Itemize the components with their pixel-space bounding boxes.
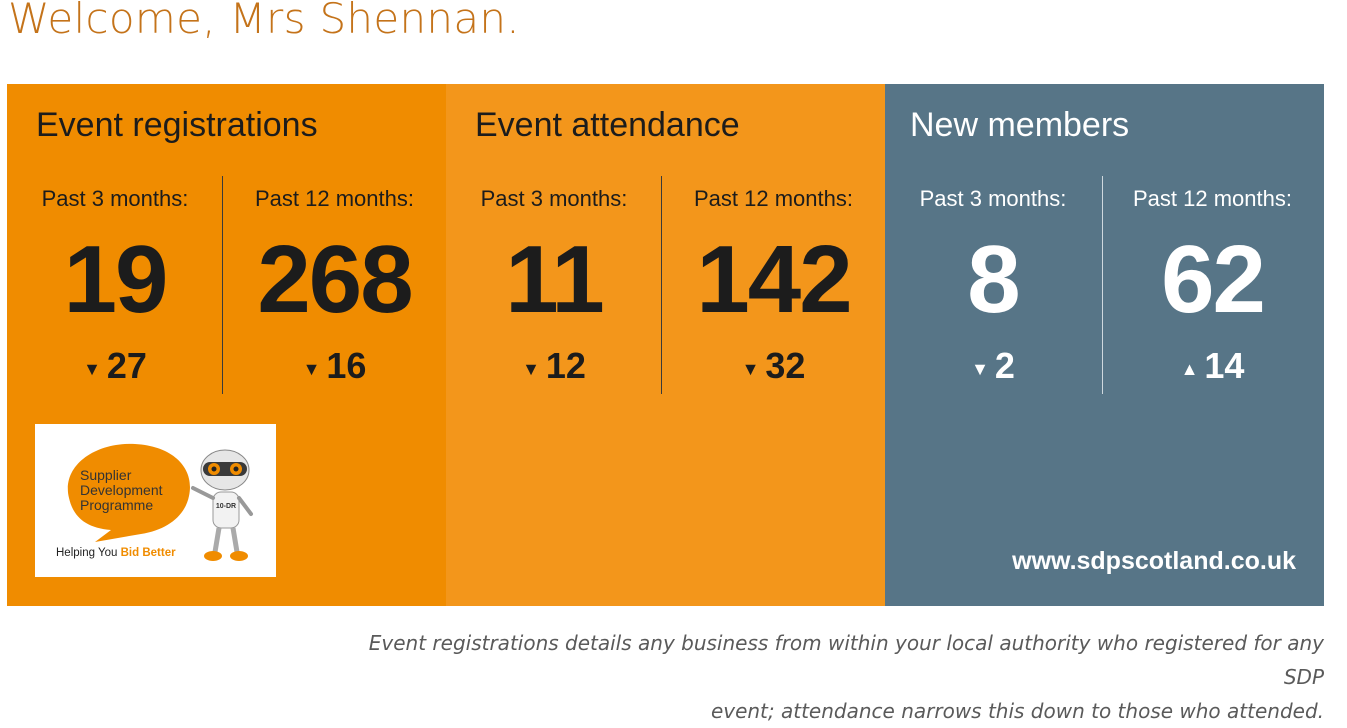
change-value: 14 [1204, 345, 1245, 386]
website-url: www.sdpscotland.co.uk [1012, 547, 1296, 575]
stat-label: Past 12 months: [1133, 186, 1292, 211]
event-registrations-panel: Event registrations Past 3 months: 19 ▼ 2… [7, 84, 446, 606]
stat-past-12-months: Past 12 months: 142 ▼ 32 [662, 176, 885, 394]
stat-change: ▼ 32 [662, 348, 885, 384]
footnote: Event registrations details any business… [324, 626, 1324, 728]
tagline-text: Helping You [56, 547, 118, 559]
stat-value: 8 [967, 226, 1020, 333]
panel-title: New members [910, 106, 1130, 144]
divider [1102, 176, 1103, 394]
down-arrow-icon: ▼ [741, 359, 760, 379]
stat-value: 62 [1161, 226, 1266, 333]
panel-title: Event registrations [36, 106, 318, 144]
speech-bubble-icon [67, 443, 190, 542]
tagline-highlight: Bid Better [120, 547, 176, 559]
new-members-panel: New members Past 3 months: 8 ▼ 2 Past 12 … [885, 84, 1324, 606]
down-arrow-icon: ▼ [302, 359, 321, 379]
logo-text: Supplier Development Programme [80, 468, 163, 513]
logo-line-1: Supplier [80, 467, 132, 483]
stats-row: Past 3 months: 8 ▼ 2 Past 12 months: 62 ▲… [885, 176, 1324, 394]
change-value: 27 [106, 345, 147, 386]
down-arrow-icon: ▼ [83, 359, 101, 379]
down-arrow-icon: ▼ [971, 359, 989, 379]
sdp-logo: Supplier Development Programme 10-DR [35, 424, 276, 577]
stat-past-12-months: Past 12 months: 62 ▲ 14 [1101, 176, 1324, 394]
down-arrow-icon: ▼ [522, 359, 540, 379]
change-value: 2 [994, 345, 1015, 386]
stat-past-3-months: Past 3 months: 8 ▼ 2 [885, 176, 1101, 394]
stat-change: ▼ 27 [7, 348, 223, 384]
event-attendance-panel: Event attendance Past 3 months: 11 ▼ 12 P… [446, 84, 885, 606]
stat-label: Past 3 months: [480, 186, 628, 211]
stats-panels: Event registrations Past 3 months: 19 ▼ 2… [7, 84, 1324, 606]
up-arrow-icon: ▲ [1180, 359, 1199, 379]
change-value: 32 [765, 345, 806, 386]
change-value: 12 [545, 345, 586, 386]
stat-change: ▼ 12 [446, 348, 662, 384]
stat-change: ▲ 14 [1101, 348, 1324, 384]
logo-line-3: Programme [80, 497, 154, 513]
panel-title: Event attendance [475, 106, 740, 144]
stats-row: Past 3 months: 19 ▼ 27 Past 12 months: 26… [7, 176, 446, 394]
stat-label: Past 3 months: [919, 186, 1067, 211]
stat-change: ▼ 16 [223, 348, 446, 384]
stat-past-3-months: Past 3 months: 11 ▼ 12 [446, 176, 662, 394]
logo-line-2: Development [80, 482, 163, 498]
change-value: 16 [326, 345, 367, 386]
stat-value: 268 [257, 226, 413, 333]
stat-past-12-months: Past 12 months: 268 ▼ 16 [223, 176, 446, 394]
divider [222, 176, 223, 394]
stat-label: Past 12 months: [255, 186, 414, 211]
robot-icon: 10-DR [191, 449, 253, 561]
welcome-heading: Welcome, Mrs Shennan. [8, 0, 520, 43]
logo-tagline: Helping You Bid Better [56, 547, 176, 559]
stat-label: Past 3 months: [41, 186, 189, 211]
stats-row: Past 3 months: 11 ▼ 12 Past 12 months: 14… [446, 176, 885, 394]
stat-label: Past 12 months: [694, 186, 853, 211]
stat-change: ▼ 2 [885, 348, 1101, 384]
stat-value: 19 [63, 226, 169, 333]
footnote-line-2: event; attendance narrows this down to t… [710, 699, 1324, 723]
footnote-line-1: Event registrations details any business… [368, 631, 1324, 689]
stat-value: 11 [505, 226, 604, 333]
divider [661, 176, 662, 394]
stat-past-3-months: Past 3 months: 19 ▼ 27 [7, 176, 223, 394]
stat-value: 142 [696, 226, 852, 333]
robot-label: 10-DR [216, 503, 236, 510]
